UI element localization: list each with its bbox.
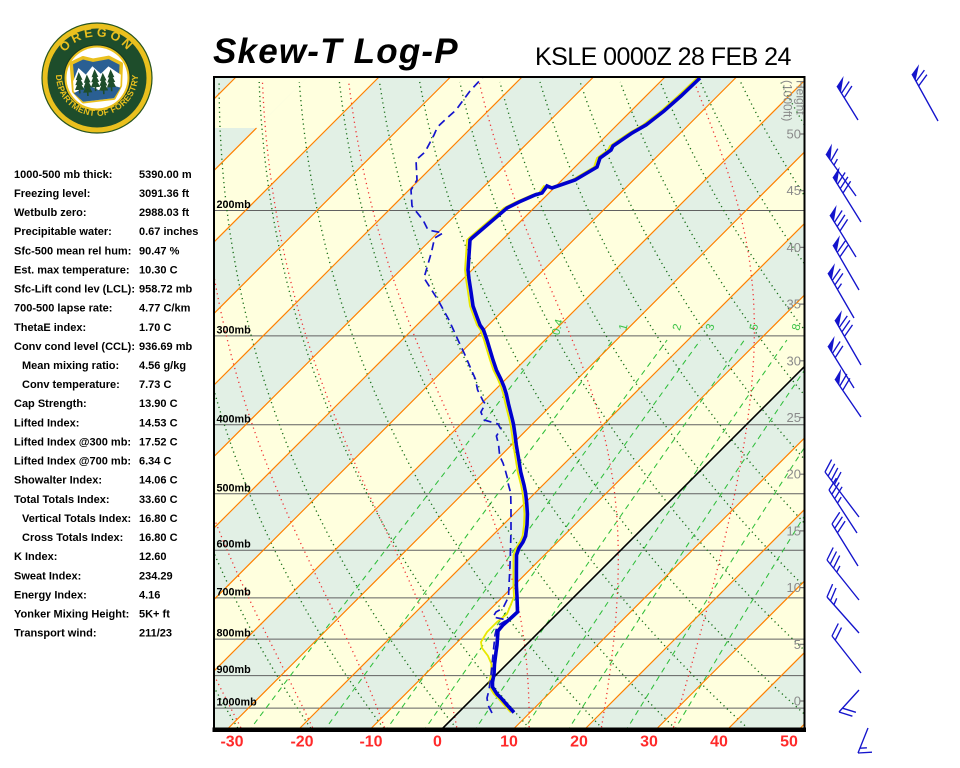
svg-text:Freezing level:: Freezing level: xyxy=(14,188,90,200)
svg-text:Lifted Index:: Lifted Index: xyxy=(14,417,79,429)
svg-text:10: 10 xyxy=(500,734,518,751)
svg-text:17.52 C: 17.52 C xyxy=(139,437,178,449)
svg-text:5: 5 xyxy=(748,323,761,332)
svg-text:K Index:: K Index: xyxy=(14,551,57,563)
svg-text:700-500 lapse rate:: 700-500 lapse rate: xyxy=(14,303,112,315)
svg-text:4.56 g/kg: 4.56 g/kg xyxy=(139,360,186,372)
svg-text:1000-500 mb thick:: 1000-500 mb thick: xyxy=(14,169,112,181)
svg-text:Total Totals Index:: Total Totals Index: xyxy=(14,494,110,506)
svg-text:958.72 mb: 958.72 mb xyxy=(139,284,192,296)
svg-text:16.80 C: 16.80 C xyxy=(139,532,178,544)
svg-text:1000mb: 1000mb xyxy=(217,697,258,709)
svg-text:936.69 mb: 936.69 mb xyxy=(139,341,192,353)
svg-text:1: 1 xyxy=(617,323,630,332)
svg-text:3: 3 xyxy=(704,323,717,332)
svg-text:-30: -30 xyxy=(220,734,243,751)
svg-text:600mb: 600mb xyxy=(217,539,252,551)
svg-text:Yonker Mixing Height:: Yonker Mixing Height: xyxy=(14,609,129,621)
svg-text:Est. max temperature:: Est. max temperature: xyxy=(14,264,130,276)
svg-text:10.30 C: 10.30 C xyxy=(139,264,178,276)
svg-text:Lifted Index @700 mb:: Lifted Index @700 mb: xyxy=(14,456,131,468)
svg-text:8: 8 xyxy=(790,323,803,332)
svg-text:Showalter Index:: Showalter Index: xyxy=(14,475,102,487)
svg-text:Lifted Index @300 mb:: Lifted Index @300 mb: xyxy=(14,437,131,449)
svg-text:6.34 C: 6.34 C xyxy=(139,456,171,468)
svg-text:20: 20 xyxy=(787,467,801,482)
svg-text:300mb: 300mb xyxy=(217,324,252,336)
svg-text:800mb: 800mb xyxy=(217,628,252,640)
svg-text:33.60 C: 33.60 C xyxy=(139,494,178,506)
svg-text:-10: -10 xyxy=(359,734,382,751)
svg-text:Sweat Index:: Sweat Index: xyxy=(14,570,81,582)
svg-text:400mb: 400mb xyxy=(217,413,252,425)
svg-text:30: 30 xyxy=(640,734,658,751)
svg-text:14.53 C: 14.53 C xyxy=(139,417,178,429)
svg-text:90.47 %: 90.47 % xyxy=(139,245,180,257)
svg-text:200mb: 200mb xyxy=(217,199,252,211)
svg-text:Wetbulb zero:: Wetbulb zero: xyxy=(14,207,87,219)
svg-text:12.60: 12.60 xyxy=(139,551,167,563)
svg-text:10: 10 xyxy=(787,580,801,595)
svg-text:30: 30 xyxy=(787,353,801,368)
svg-text:Conv cond level (CCL):: Conv cond level (CCL): xyxy=(14,341,135,353)
svg-text:Energy Index:: Energy Index: xyxy=(14,589,87,601)
svg-text:13.90 C: 13.90 C xyxy=(139,398,178,410)
svg-text:900mb: 900mb xyxy=(217,664,252,676)
svg-text:7.73 C: 7.73 C xyxy=(139,379,171,391)
svg-text:20: 20 xyxy=(570,734,588,751)
svg-text:14.06 C: 14.06 C xyxy=(139,475,178,487)
svg-text:Vertical Totals Index:: Vertical Totals Index: xyxy=(22,513,131,525)
svg-text:500mb: 500mb xyxy=(217,482,252,494)
svg-text:Mean mixing ratio:: Mean mixing ratio: xyxy=(22,360,119,372)
svg-text:Cross Totals Index:: Cross Totals Index: xyxy=(22,532,123,544)
svg-text:0: 0 xyxy=(794,694,801,709)
svg-text:40: 40 xyxy=(710,734,728,751)
svg-text:16.80 C: 16.80 C xyxy=(139,513,178,525)
svg-text:2: 2 xyxy=(671,323,684,332)
svg-text:Conv temperature:: Conv temperature: xyxy=(22,379,120,391)
svg-text:5: 5 xyxy=(794,637,801,652)
svg-text:5K+ ft: 5K+ ft xyxy=(139,609,170,621)
svg-text:ThetaE index:: ThetaE index: xyxy=(14,322,86,334)
svg-text:35: 35 xyxy=(787,297,801,312)
svg-text:2988.03 ft: 2988.03 ft xyxy=(139,207,189,219)
svg-text:0.4: 0.4 xyxy=(550,317,566,336)
svg-text:0: 0 xyxy=(433,734,442,751)
svg-text:-20: -20 xyxy=(290,734,313,751)
svg-text:40: 40 xyxy=(787,240,801,255)
svg-text:45: 45 xyxy=(787,183,801,198)
svg-text:25: 25 xyxy=(787,410,801,425)
svg-text:700mb: 700mb xyxy=(217,586,252,598)
svg-text:Sfc-500 mean rel hum:: Sfc-500 mean rel hum: xyxy=(14,245,131,257)
svg-text:1.70 C: 1.70 C xyxy=(139,322,171,334)
svg-text:234.29: 234.29 xyxy=(139,570,173,582)
svg-text:Sfc-Lift cond lev (LCL):: Sfc-Lift cond lev (LCL): xyxy=(14,284,135,296)
svg-text:4.16: 4.16 xyxy=(139,589,160,601)
svg-text:50: 50 xyxy=(787,127,801,142)
svg-text:Transport wind:: Transport wind: xyxy=(14,628,97,640)
svg-text:211/23: 211/23 xyxy=(139,628,172,640)
svg-text:50: 50 xyxy=(780,734,798,751)
svg-text:Cap Strength:: Cap Strength: xyxy=(14,398,87,410)
svg-text:0.67 inches: 0.67 inches xyxy=(139,226,198,238)
svg-text:Precipitable water:: Precipitable water: xyxy=(14,226,112,238)
svg-text:4.77 C/km: 4.77 C/km xyxy=(139,303,191,315)
svg-text:3091.36 ft: 3091.36 ft xyxy=(139,188,189,200)
svg-text:5390.00 m: 5390.00 m xyxy=(139,169,192,181)
svg-text:15: 15 xyxy=(787,523,801,538)
